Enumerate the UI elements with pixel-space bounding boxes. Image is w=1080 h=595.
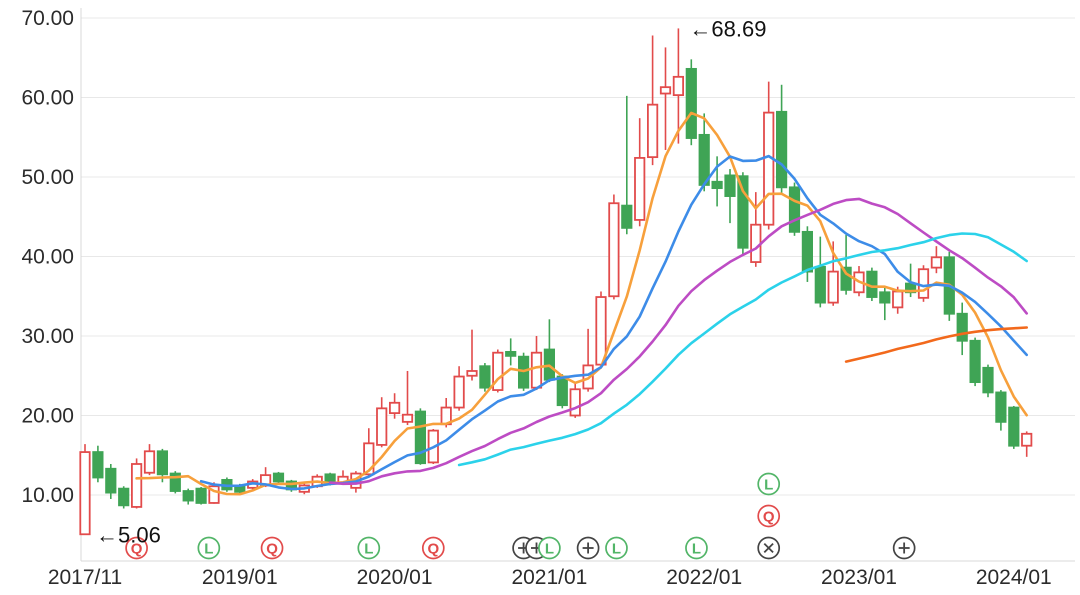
candle-body-down[interactable] [995, 391, 1007, 423]
candle-body-up[interactable] [492, 351, 504, 391]
candle-body-down[interactable] [737, 175, 749, 249]
x-axis-label: 2023/01 [821, 566, 897, 589]
candle-body-down[interactable] [169, 472, 181, 492]
candle-body-down[interactable] [92, 451, 104, 479]
x-axis-label: 2017/11 [48, 566, 122, 589]
candle-body-down[interactable] [698, 133, 710, 186]
y-axis-label: 50.00 [21, 166, 74, 189]
candle-body-up[interactable] [763, 111, 775, 226]
candle-body-down[interactable] [685, 67, 697, 139]
event-marker-letter: L [364, 541, 373, 558]
ma5-line [135, 111, 1028, 496]
x-icon [763, 542, 774, 554]
candle-body-up[interactable] [647, 103, 659, 159]
low-label: ←5.06 [96, 522, 161, 547]
candle-body-up[interactable] [130, 463, 143, 508]
candle-body-up[interactable] [376, 407, 388, 446]
event-marker-Q-icon[interactable] [260, 536, 284, 560]
candle-body-down[interactable] [969, 339, 981, 384]
y-axis-label: 30.00 [21, 325, 74, 348]
candle-body-down[interactable] [711, 180, 723, 190]
y-axis-label: 60.00 [21, 87, 74, 110]
ma30-line [457, 232, 1028, 467]
event-marker-L-icon[interactable] [685, 536, 708, 560]
event-marker-letter: L [764, 477, 773, 494]
y-axis-label: 70.00 [21, 7, 74, 30]
candle-body-down[interactable] [724, 174, 736, 197]
event-marker-letter: Q [763, 509, 775, 526]
candle-body-up[interactable] [659, 86, 672, 95]
event-marker-letter: L [612, 541, 621, 558]
candle-body-down[interactable] [234, 485, 246, 493]
candle-body-down[interactable] [195, 487, 207, 504]
event-marker-letter: L [545, 541, 554, 558]
candle-body-down[interactable] [801, 230, 814, 273]
candle-body-up[interactable] [1021, 432, 1033, 447]
x-axis-label: 2020/01 [357, 566, 433, 589]
event-marker-L-icon[interactable] [357, 536, 381, 560]
candle-body-up[interactable] [917, 268, 930, 299]
event-marker-letter: L [692, 541, 701, 558]
candle-body-up[interactable] [143, 450, 156, 474]
candle-body-up[interactable] [363, 442, 375, 476]
x-axis-label: 2022/01 [666, 566, 742, 589]
candle-body-down[interactable] [982, 366, 994, 394]
candle-body-down[interactable] [788, 186, 801, 233]
candle-body-down[interactable] [556, 375, 568, 407]
y-axis-label: 10.00 [21, 484, 74, 507]
candle-body-up[interactable] [930, 256, 943, 269]
event-marker-L-icon[interactable] [538, 536, 561, 560]
ma60-line [844, 326, 1028, 363]
candle-body-down[interactable] [118, 487, 130, 507]
candle-body-down[interactable] [156, 450, 168, 476]
candle-body-up[interactable] [672, 75, 685, 97]
candle-body-down[interactable] [479, 365, 491, 389]
candle-body-up[interactable] [827, 270, 839, 304]
candle-body-down[interactable] [182, 490, 194, 502]
event-marker-letter: L [204, 541, 213, 558]
candle-body-down[interactable] [956, 312, 968, 342]
event-marker-Q-icon[interactable] [421, 536, 445, 560]
candle-body-down[interactable] [272, 472, 285, 483]
event-marker-letter: Q [427, 541, 439, 558]
candle-body-up[interactable] [466, 370, 478, 377]
y-axis-label: 20.00 [21, 405, 74, 428]
x-axis-label: 2021/01 [511, 566, 587, 589]
event-marker-L-icon[interactable] [757, 472, 781, 496]
event-marker-Q-icon[interactable] [757, 504, 781, 528]
candle-body-up[interactable] [608, 202, 620, 298]
candle-body-up[interactable] [595, 296, 607, 366]
event-marker-L-icon[interactable] [197, 536, 221, 560]
ma20-line [328, 197, 1028, 486]
candle-body-up[interactable] [569, 388, 581, 417]
candle-body-up[interactable] [453, 375, 465, 409]
candle-body-up[interactable] [750, 223, 762, 263]
candle-body-down[interactable] [814, 265, 826, 304]
high-label: ←68.69 [689, 16, 766, 41]
candle-body-up[interactable] [530, 351, 543, 389]
candle-body-up[interactable] [401, 413, 414, 423]
x-axis-label: 2019/01 [202, 566, 278, 589]
candle-body-down[interactable] [105, 467, 117, 494]
x-axis-label: 2024/01 [976, 566, 1052, 589]
event-marker-Q-icon[interactable] [125, 536, 148, 560]
candle-body-down[interactable] [414, 410, 427, 465]
candle-body-down[interactable] [840, 266, 852, 291]
candle-body-up[interactable] [208, 485, 220, 504]
candle-body-down[interactable] [879, 291, 891, 304]
candle-body-down[interactable] [621, 204, 633, 229]
event-marker-L-icon[interactable] [605, 536, 628, 560]
y-axis-label: 40.00 [21, 246, 74, 269]
candle-body-up[interactable] [634, 157, 646, 221]
event-marker-letter: Q [131, 541, 143, 558]
candle-body-up[interactable] [79, 451, 91, 536]
candle-body-up[interactable] [892, 290, 904, 309]
candle-body-up[interactable] [388, 401, 401, 415]
candle-body-down[interactable] [1008, 406, 1020, 447]
event-marker-letter: Q [266, 541, 278, 558]
candle-body-down[interactable] [505, 350, 517, 357]
candle-body-down[interactable] [776, 110, 788, 189]
